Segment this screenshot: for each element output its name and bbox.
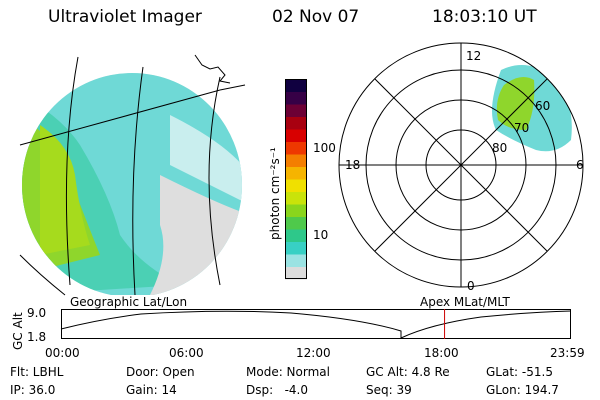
colorbar-step xyxy=(285,179,307,192)
glat-info: GLat: -51.5 xyxy=(486,365,553,379)
colorbar-step xyxy=(285,254,307,267)
altitude-tick-low: 1.8 xyxy=(27,330,47,344)
gain-info: Gain: 14 xyxy=(126,383,177,397)
glon-info: GLon: 194.7 xyxy=(486,383,559,397)
dsp-info: Dsp: -4.0 xyxy=(246,383,309,397)
altitude-plot xyxy=(60,309,572,339)
lat-label-60: 60 xyxy=(535,99,551,113)
door-info: Door: Open xyxy=(126,365,195,379)
gc-alt-info: GC Alt: 4.8 Re xyxy=(366,365,450,379)
colorbar-tick-100: 100 xyxy=(313,141,336,155)
apex-panel-label: Apex MLat/MLT xyxy=(420,295,510,309)
colorbar-step xyxy=(285,104,307,117)
altitude-axis-label: GC Alt xyxy=(11,312,25,350)
colorbar-frame xyxy=(285,79,307,279)
time-tick-0600: 06:00 xyxy=(169,346,204,360)
colorbar-step xyxy=(285,266,307,280)
colorbar-step xyxy=(285,229,307,242)
time-tick-1200: 12:00 xyxy=(296,346,331,360)
colorbar-step xyxy=(285,241,307,255)
colorbar-unit-label: photon cm⁻²s⁻¹ xyxy=(268,147,282,240)
time-tick-2359: 23:59 xyxy=(550,346,585,360)
seq-info: Seq: 39 xyxy=(366,383,412,397)
colorbar-step xyxy=(285,154,307,167)
altitude-tick-high: 9.0 xyxy=(27,306,47,320)
polar-label-top: 12 xyxy=(466,49,482,63)
colorbar-step xyxy=(285,216,307,230)
polar-label-bottom: 0 xyxy=(467,279,475,293)
colorbar-step xyxy=(285,79,307,92)
colorbar-step xyxy=(285,129,307,142)
ip-info: IP: 36.0 xyxy=(10,383,56,397)
instrument-title: Ultraviolet Imager xyxy=(48,7,202,27)
colorbar-step xyxy=(285,191,307,205)
polar-label-right: 6 xyxy=(576,158,584,172)
time-tick-1800: 18:00 xyxy=(424,346,459,360)
geographic-image xyxy=(19,54,246,296)
colorbar-step xyxy=(285,141,307,155)
filter-info: Flt: LBHL xyxy=(10,365,64,379)
lat-label-70: 70 xyxy=(514,121,530,135)
geographic-panel-label: Geographic Lat/Lon xyxy=(70,295,188,309)
polar-label-left: 18 xyxy=(345,158,361,172)
time-tick-0000: 00:00 xyxy=(45,346,80,360)
colorbar xyxy=(285,79,307,280)
colorbar-step xyxy=(285,204,307,217)
colorbar-step xyxy=(285,166,307,180)
colorbar-step xyxy=(285,91,307,105)
image-date: 02 Nov 07 xyxy=(272,7,360,27)
colorbar-tick-10: 10 xyxy=(313,228,329,242)
image-time: 18:03:10 UT xyxy=(432,7,537,27)
coastline xyxy=(194,54,231,84)
lat-label-80: 80 xyxy=(492,141,508,155)
polar-plot xyxy=(338,42,584,288)
colorbar-step xyxy=(285,116,307,130)
mode-info: Mode: Normal xyxy=(246,365,330,379)
